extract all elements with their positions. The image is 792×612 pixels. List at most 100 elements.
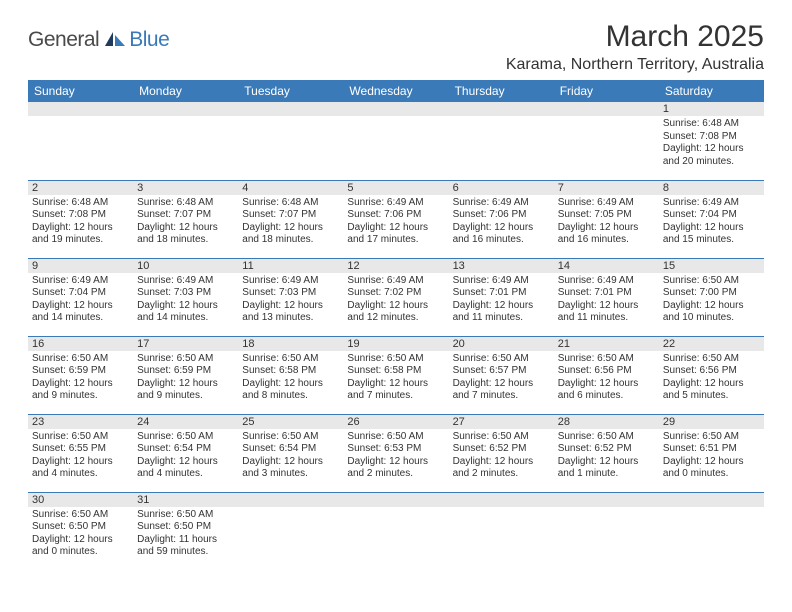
daylight-line: Daylight: 12 hours and 7 minutes. (347, 378, 444, 403)
calendar-cell: 6Sunrise: 6:49 AMSunset: 7:06 PMDaylight… (449, 180, 554, 258)
sunrise-line: Sunrise: 6:50 AM (32, 509, 129, 522)
day-details: Sunrise: 6:50 AMSunset: 6:57 PMDaylight:… (449, 351, 554, 405)
sunrise-line: Sunrise: 6:50 AM (137, 509, 234, 522)
sunset-line: Sunset: 7:03 PM (242, 287, 339, 300)
sunrise-line: Sunrise: 6:48 AM (663, 118, 760, 131)
day-number: 13 (449, 259, 554, 273)
day-details: Sunrise: 6:49 AMSunset: 7:01 PMDaylight:… (449, 273, 554, 327)
header: General Blue March 2025 Karama, Northern… (28, 20, 764, 74)
day-number (343, 102, 448, 116)
sunset-line: Sunset: 7:03 PM (137, 287, 234, 300)
brand-text-1: General (28, 28, 99, 52)
daylight-line: Daylight: 12 hours and 15 minutes. (663, 222, 760, 247)
day-details: Sunrise: 6:50 AMSunset: 6:53 PMDaylight:… (343, 429, 448, 483)
sunset-line: Sunset: 7:06 PM (453, 209, 550, 222)
day-header: Monday (133, 80, 238, 102)
calendar-cell: 21Sunrise: 6:50 AMSunset: 6:56 PMDayligh… (554, 336, 659, 414)
day-number: 29 (659, 415, 764, 429)
sunrise-line: Sunrise: 6:50 AM (32, 431, 129, 444)
sunset-line: Sunset: 7:06 PM (347, 209, 444, 222)
calendar-cell: 29Sunrise: 6:50 AMSunset: 6:51 PMDayligh… (659, 414, 764, 492)
daylight-line: Daylight: 12 hours and 3 minutes. (242, 456, 339, 481)
daylight-line: Daylight: 12 hours and 0 minutes. (663, 456, 760, 481)
day-header: Friday (554, 80, 659, 102)
sunset-line: Sunset: 6:58 PM (347, 365, 444, 378)
sunset-line: Sunset: 6:52 PM (453, 443, 550, 456)
brand-logo: General Blue (28, 28, 169, 52)
daylight-line: Daylight: 12 hours and 17 minutes. (347, 222, 444, 247)
day-number: 17 (133, 337, 238, 351)
day-details: Sunrise: 6:50 AMSunset: 6:59 PMDaylight:… (133, 351, 238, 405)
calendar-cell: 19Sunrise: 6:50 AMSunset: 6:58 PMDayligh… (343, 336, 448, 414)
calendar-cell: 7Sunrise: 6:49 AMSunset: 7:05 PMDaylight… (554, 180, 659, 258)
calendar-page: General Blue March 2025 Karama, Northern… (0, 0, 792, 590)
daylight-line: Daylight: 12 hours and 1 minute. (558, 456, 655, 481)
day-number: 24 (133, 415, 238, 429)
daylight-line: Daylight: 12 hours and 9 minutes. (32, 378, 129, 403)
day-number: 16 (28, 337, 133, 351)
sunrise-line: Sunrise: 6:49 AM (453, 197, 550, 210)
calendar-cell: 5Sunrise: 6:49 AMSunset: 7:06 PMDaylight… (343, 180, 448, 258)
day-number: 31 (133, 493, 238, 507)
calendar-cell: 8Sunrise: 6:49 AMSunset: 7:04 PMDaylight… (659, 180, 764, 258)
day-details: Sunrise: 6:49 AMSunset: 7:05 PMDaylight:… (554, 195, 659, 249)
sunset-line: Sunset: 6:58 PM (242, 365, 339, 378)
sunrise-line: Sunrise: 6:50 AM (558, 353, 655, 366)
sunrise-line: Sunrise: 6:50 AM (242, 431, 339, 444)
day-number: 25 (238, 415, 343, 429)
day-number (133, 102, 238, 116)
day-number: 18 (238, 337, 343, 351)
day-number (238, 102, 343, 116)
sunset-line: Sunset: 7:08 PM (663, 131, 760, 144)
calendar-row: 9Sunrise: 6:49 AMSunset: 7:04 PMDaylight… (28, 258, 764, 336)
sunset-line: Sunset: 7:07 PM (242, 209, 339, 222)
day-number: 27 (449, 415, 554, 429)
calendar-cell (133, 102, 238, 180)
sunrise-line: Sunrise: 6:50 AM (663, 353, 760, 366)
day-number (343, 493, 448, 507)
sunset-line: Sunset: 7:02 PM (347, 287, 444, 300)
daylight-line: Daylight: 12 hours and 18 minutes. (137, 222, 234, 247)
daylight-line: Daylight: 12 hours and 19 minutes. (32, 222, 129, 247)
day-details: Sunrise: 6:50 AMSunset: 6:52 PMDaylight:… (554, 429, 659, 483)
day-number: 23 (28, 415, 133, 429)
sunrise-line: Sunrise: 6:49 AM (242, 275, 339, 288)
day-details: Sunrise: 6:50 AMSunset: 6:54 PMDaylight:… (238, 429, 343, 483)
day-number: 4 (238, 181, 343, 195)
day-number: 9 (28, 259, 133, 273)
calendar-cell (554, 492, 659, 570)
day-number: 11 (238, 259, 343, 273)
day-number: 2 (28, 181, 133, 195)
sunset-line: Sunset: 6:50 PM (137, 521, 234, 534)
sunset-line: Sunset: 6:51 PM (663, 443, 760, 456)
day-number: 14 (554, 259, 659, 273)
day-details: Sunrise: 6:50 AMSunset: 6:59 PMDaylight:… (28, 351, 133, 405)
calendar-cell: 16Sunrise: 6:50 AMSunset: 6:59 PMDayligh… (28, 336, 133, 414)
calendar-cell: 3Sunrise: 6:48 AMSunset: 7:07 PMDaylight… (133, 180, 238, 258)
day-number (238, 493, 343, 507)
day-number: 10 (133, 259, 238, 273)
sail-icon (103, 30, 127, 48)
calendar-cell (28, 102, 133, 180)
calendar-cell: 17Sunrise: 6:50 AMSunset: 6:59 PMDayligh… (133, 336, 238, 414)
daylight-line: Daylight: 12 hours and 2 minutes. (453, 456, 550, 481)
day-number: 1 (659, 102, 764, 116)
sunset-line: Sunset: 6:55 PM (32, 443, 129, 456)
sunrise-line: Sunrise: 6:49 AM (558, 275, 655, 288)
sunset-line: Sunset: 6:52 PM (558, 443, 655, 456)
calendar-cell (238, 102, 343, 180)
day-details: Sunrise: 6:50 AMSunset: 6:54 PMDaylight:… (133, 429, 238, 483)
sunrise-line: Sunrise: 6:49 AM (663, 197, 760, 210)
calendar-cell: 12Sunrise: 6:49 AMSunset: 7:02 PMDayligh… (343, 258, 448, 336)
sunrise-line: Sunrise: 6:50 AM (137, 353, 234, 366)
sunset-line: Sunset: 6:56 PM (663, 365, 760, 378)
day-details: Sunrise: 6:50 AMSunset: 6:50 PMDaylight:… (133, 507, 238, 561)
sunrise-line: Sunrise: 6:50 AM (32, 353, 129, 366)
sunrise-line: Sunrise: 6:50 AM (453, 431, 550, 444)
calendar-cell: 26Sunrise: 6:50 AMSunset: 6:53 PMDayligh… (343, 414, 448, 492)
sunset-line: Sunset: 6:53 PM (347, 443, 444, 456)
calendar-row: 23Sunrise: 6:50 AMSunset: 6:55 PMDayligh… (28, 414, 764, 492)
daylight-line: Daylight: 12 hours and 8 minutes. (242, 378, 339, 403)
sunset-line: Sunset: 6:54 PM (242, 443, 339, 456)
daylight-line: Daylight: 12 hours and 4 minutes. (32, 456, 129, 481)
